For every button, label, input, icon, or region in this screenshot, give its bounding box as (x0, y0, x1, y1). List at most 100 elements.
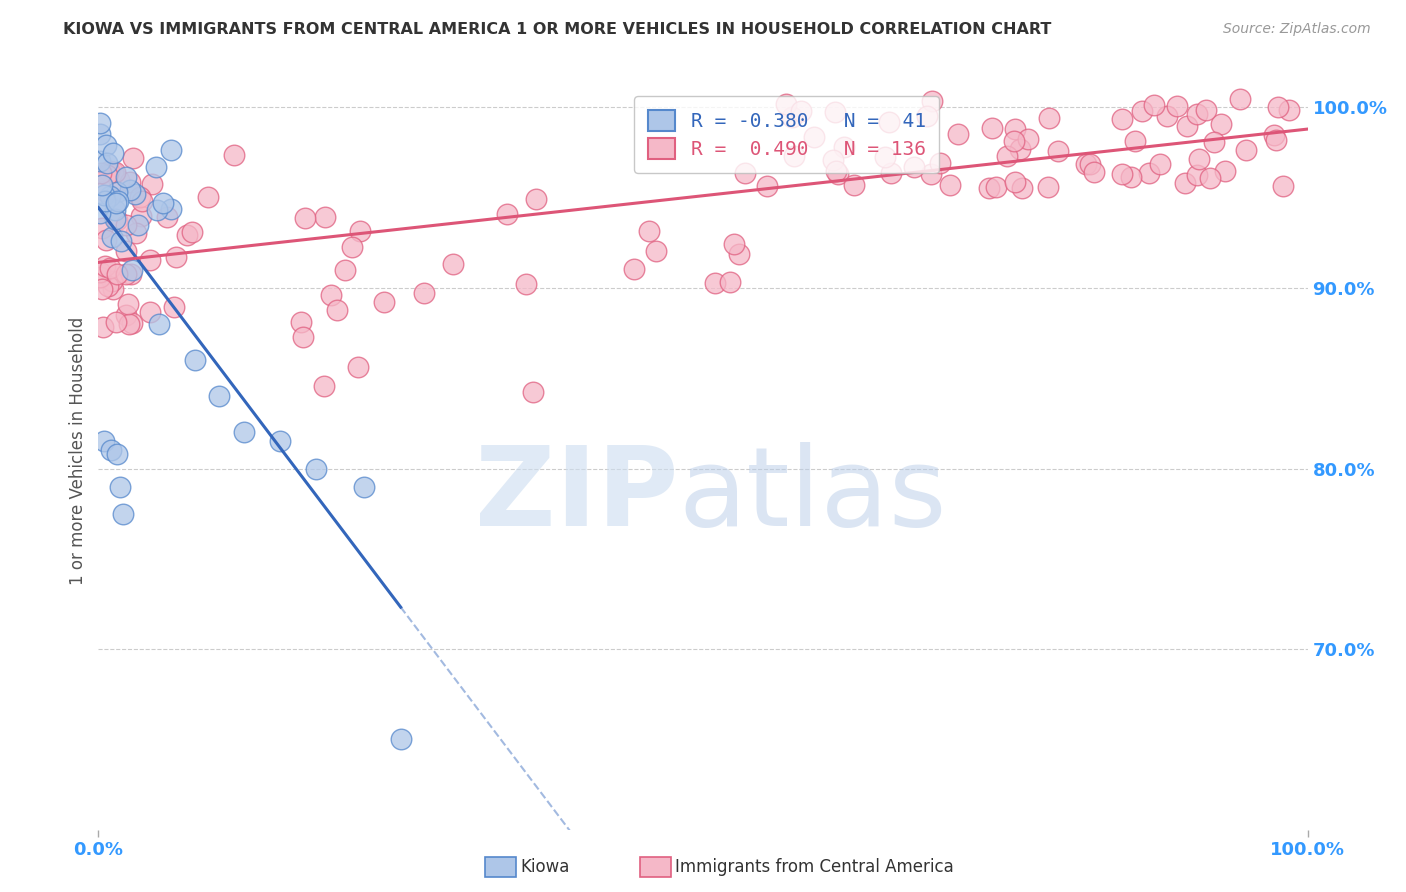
Point (1185, 168, 1208, 182)
Point (128, 190, 150, 204)
Point (1267, 100, 1289, 114)
Point (197, 190, 219, 204)
Point (94, 184, 117, 198)
Point (827, 167, 849, 181)
Point (98, 260, 121, 275)
Point (1143, 98, 1166, 112)
Point (1123, 134, 1146, 148)
Point (986, 179, 1008, 194)
Point (104, 203, 127, 218)
Point (105, 186, 128, 200)
Text: Immigrants from Central America: Immigrants from Central America (675, 858, 953, 876)
Text: Source: ZipAtlas.com: Source: ZipAtlas.com (1223, 22, 1371, 37)
Point (89, 265, 111, 279)
Point (121, 316, 143, 330)
Point (291, 330, 314, 344)
Point (515, 277, 537, 291)
Point (93, 259, 115, 273)
Point (139, 305, 162, 319)
Point (118, 317, 141, 331)
Point (131, 194, 153, 208)
Text: atlas: atlas (679, 442, 948, 549)
Point (1174, 176, 1197, 190)
Point (160, 143, 183, 157)
Point (1156, 109, 1178, 123)
Legend: R = -0.380   N =  41, R =  0.490   N = 136: R = -0.380 N = 41, R = 0.490 N = 136 (634, 96, 939, 173)
Point (995, 149, 1018, 163)
Point (89, 116, 111, 130)
Point (145, 202, 167, 217)
Point (1272, 178, 1295, 193)
Point (1036, 179, 1059, 194)
Point (734, 166, 756, 180)
Point (413, 286, 436, 301)
Point (181, 225, 204, 239)
Point (756, 178, 779, 193)
Text: Kiowa: Kiowa (520, 858, 569, 876)
Point (775, 96, 797, 111)
Point (1185, 106, 1208, 120)
Point (94, 194, 117, 209)
Point (903, 160, 925, 174)
Point (101, 229, 124, 244)
Point (1074, 157, 1097, 171)
Point (208, 389, 231, 403)
Point (441, 257, 464, 271)
Point (1038, 111, 1060, 125)
Point (121, 262, 143, 277)
Point (90, 178, 112, 192)
Point (522, 385, 544, 400)
Point (921, 94, 943, 108)
Point (1195, 103, 1218, 117)
Point (803, 129, 825, 144)
Point (139, 252, 162, 267)
Point (1139, 166, 1161, 180)
Point (105, 195, 128, 210)
Point (782, 110, 804, 124)
Point (222, 148, 245, 162)
Point (105, 447, 128, 461)
Point (105, 267, 128, 281)
Point (93, 434, 115, 449)
Point (1149, 156, 1171, 170)
Point (1213, 164, 1236, 178)
Point (718, 275, 741, 289)
Point (637, 224, 659, 238)
Point (117, 297, 139, 311)
Point (125, 226, 148, 240)
Point (920, 167, 942, 181)
Point (148, 317, 170, 331)
Point (89, 154, 111, 169)
Point (120, 175, 142, 189)
Point (1119, 169, 1142, 184)
Point (120, 267, 142, 281)
Point (96, 234, 118, 248)
Point (101, 282, 124, 296)
Point (89, 270, 111, 285)
Point (1083, 165, 1105, 179)
Point (156, 210, 179, 224)
Point (946, 127, 969, 141)
Point (107, 194, 129, 208)
Point (90, 166, 112, 180)
Point (115, 244, 138, 258)
Point (1175, 119, 1198, 133)
Point (314, 210, 336, 224)
Point (122, 151, 145, 165)
Point (90, 221, 112, 235)
Text: ZIP: ZIP (475, 442, 679, 549)
Point (94, 138, 117, 153)
Point (832, 140, 855, 154)
Point (939, 178, 962, 193)
Point (105, 212, 128, 227)
Point (1004, 121, 1026, 136)
Point (111, 507, 134, 521)
Point (1204, 135, 1226, 149)
Point (727, 247, 749, 261)
Point (290, 315, 312, 329)
Point (1047, 144, 1070, 158)
Point (1234, 143, 1257, 157)
Point (110, 234, 132, 248)
Point (101, 146, 124, 161)
Point (824, 105, 846, 120)
